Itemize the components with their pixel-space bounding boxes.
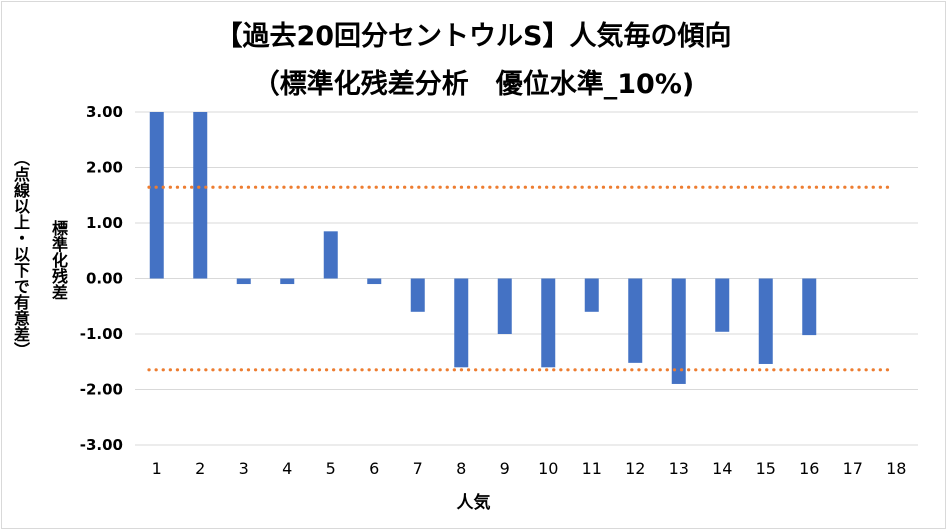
bar bbox=[802, 278, 817, 336]
bar bbox=[410, 278, 425, 312]
bar bbox=[280, 278, 295, 285]
x-tick-label: 1 bbox=[152, 459, 162, 478]
bar bbox=[628, 278, 643, 363]
x-tick-label: 3 bbox=[239, 459, 249, 478]
x-tick-label: 5 bbox=[326, 459, 336, 478]
x-tick-label: 8 bbox=[456, 459, 466, 478]
x-tick-label: 18 bbox=[886, 459, 906, 478]
bar bbox=[149, 112, 164, 279]
y-axis-label-note: （点線以上・以下で有意差） bbox=[11, 150, 30, 358]
x-tick-label: 13 bbox=[669, 459, 689, 478]
y-tick-label: 0.00 bbox=[86, 270, 123, 288]
bar bbox=[584, 278, 599, 312]
x-tick-label: 2 bbox=[195, 459, 205, 478]
bar bbox=[236, 278, 251, 285]
bar bbox=[193, 112, 208, 279]
y-tick-label: 1.00 bbox=[86, 214, 123, 232]
x-tick-label: 11 bbox=[582, 459, 602, 478]
x-tick-label: 12 bbox=[625, 459, 645, 478]
bar bbox=[454, 278, 469, 368]
bar bbox=[671, 278, 686, 384]
bar bbox=[715, 278, 730, 332]
y-tick-label: 3.00 bbox=[86, 103, 123, 121]
y-axis-label: 標準化残差 bbox=[49, 220, 68, 300]
x-tick-label: 14 bbox=[712, 459, 732, 478]
y-tick-label: -2.00 bbox=[80, 381, 123, 399]
x-tick-label: 17 bbox=[843, 459, 863, 478]
bar bbox=[367, 278, 382, 285]
x-tick-label: 6 bbox=[369, 459, 379, 478]
x-tick-label: 9 bbox=[500, 459, 510, 478]
bar bbox=[541, 278, 556, 368]
chart-title: 【過去20回分セントウルS】人気毎の傾向 bbox=[215, 21, 732, 52]
bar bbox=[497, 278, 512, 334]
y-tick-label: 2.00 bbox=[86, 159, 123, 177]
bar bbox=[758, 278, 773, 364]
x-tick-label: 4 bbox=[282, 459, 292, 478]
chart-subtitle: （標準化残差分析 優位水準_10%) bbox=[252, 69, 695, 100]
bar bbox=[323, 231, 338, 279]
y-tick-label: -1.00 bbox=[80, 325, 123, 343]
x-tick-label: 7 bbox=[413, 459, 423, 478]
x-tick-label: 15 bbox=[756, 459, 776, 478]
x-axis-label: 人気 bbox=[456, 493, 491, 513]
y-tick-label: -3.00 bbox=[80, 436, 123, 454]
x-tick-label: 10 bbox=[538, 459, 558, 478]
x-tick-label: 16 bbox=[799, 459, 819, 478]
